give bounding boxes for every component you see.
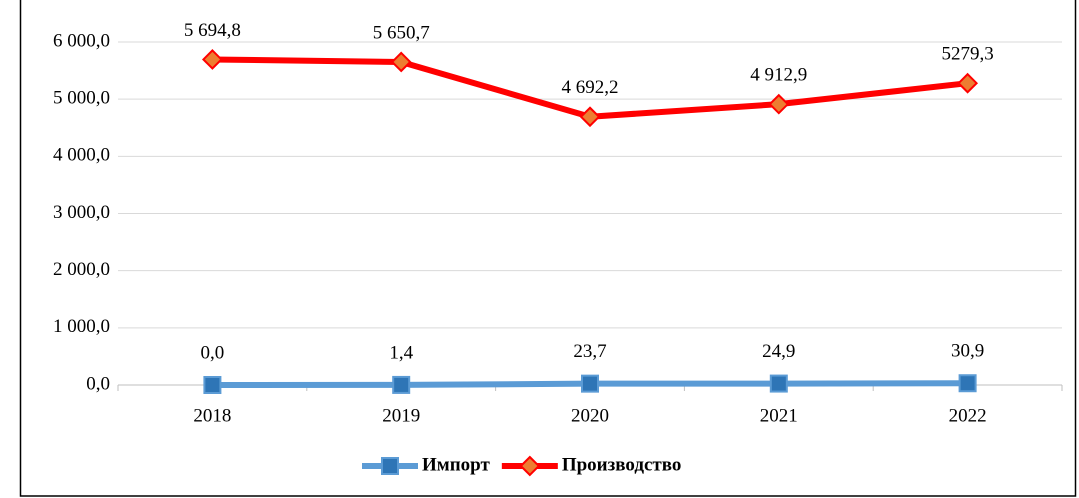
data-label: 5279,3 (941, 44, 993, 65)
data-label: 24,9 (762, 341, 795, 362)
legend-label: Импорт (422, 454, 490, 475)
data-label: 5 694,8 (184, 20, 241, 41)
data-label: 5 650,7 (373, 22, 430, 43)
marker (201, 49, 223, 70)
chart-frame (19, 0, 1077, 497)
x-tick-label: 2020 (571, 405, 609, 426)
marker (579, 106, 601, 128)
x-tick-label: 2019 (382, 405, 420, 426)
data-label: 23,7 (573, 341, 606, 362)
marker (958, 374, 977, 393)
data-label: 0,0 (201, 342, 225, 363)
y-tick-label: 2 000,0 (53, 259, 110, 280)
marker (519, 455, 541, 477)
x-tick-label: 2018 (193, 405, 231, 426)
y-tick-label: 1 000,0 (53, 316, 110, 337)
marker (381, 457, 399, 475)
marker (203, 376, 222, 394)
x-tick-label: 2021 (760, 405, 798, 426)
data-label: 4 692,2 (562, 77, 619, 98)
y-tick-label: 0,0 (86, 373, 110, 394)
data-label: 1,4 (389, 342, 413, 363)
marker (957, 72, 979, 94)
marker (581, 374, 599, 393)
marker (390, 51, 412, 73)
x-tick-label: 2022 (949, 405, 987, 426)
y-tick-label: 5 000,0 (53, 88, 110, 109)
marker (769, 374, 788, 393)
marker (768, 93, 790, 115)
data-label: 4 912,9 (750, 65, 807, 86)
y-tick-label: 3 000,0 (53, 202, 110, 223)
marker (392, 375, 411, 394)
data-label: 30,9 (951, 341, 984, 362)
y-tick-label: 4 000,0 (53, 145, 110, 166)
legend-label: Производство (562, 454, 682, 475)
y-tick-label: 6 000,0 (53, 30, 110, 51)
